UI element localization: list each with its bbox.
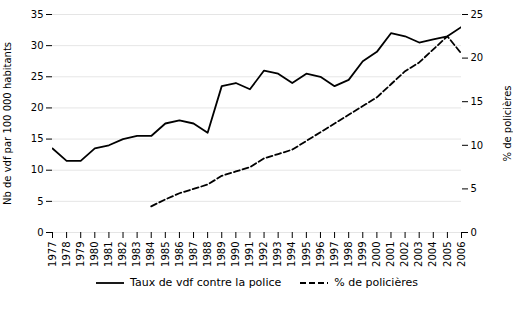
- svg-text:% de policières: % de policières: [502, 85, 513, 161]
- svg-text:1982: 1982: [117, 242, 128, 267]
- svg-text:10: 10: [471, 140, 484, 151]
- svg-text:1981: 1981: [103, 242, 114, 267]
- svg-text:30: 30: [31, 40, 44, 51]
- svg-text:35: 35: [31, 9, 44, 20]
- svg-text:2005: 2005: [442, 242, 453, 267]
- svg-text:1998: 1998: [343, 242, 354, 267]
- svg-text:2000: 2000: [371, 242, 382, 267]
- svg-text:1996: 1996: [315, 242, 326, 267]
- svg-text:1983: 1983: [131, 242, 142, 267]
- svg-text:20: 20: [31, 102, 44, 113]
- svg-text:1989: 1989: [216, 242, 227, 267]
- svg-text:1993: 1993: [272, 242, 283, 267]
- html-text:Taux de vdf contre la police: Taux de vdf contre la police: [130, 276, 282, 289]
- svg-text:0: 0: [471, 227, 477, 238]
- svg-text:25: 25: [471, 9, 484, 20]
- svg-text:1999: 1999: [357, 242, 368, 267]
- svg-text:1986: 1986: [174, 242, 185, 267]
- svg-text:20: 20: [471, 52, 484, 63]
- svg-text:15: 15: [31, 133, 44, 144]
- svg-text:1977: 1977: [47, 242, 58, 267]
- svg-text:1987: 1987: [188, 242, 199, 267]
- svg-text:1984: 1984: [145, 242, 156, 267]
- svg-text:1978: 1978: [61, 242, 72, 267]
- svg-text:1995: 1995: [301, 242, 312, 267]
- svg-text:1990: 1990: [230, 242, 241, 267]
- svg-text:15: 15: [471, 96, 484, 107]
- svg-text:2004: 2004: [427, 242, 438, 267]
- svg-text:1979: 1979: [75, 242, 86, 267]
- svg-text:2001: 2001: [385, 242, 396, 267]
- svg-text:5: 5: [37, 196, 43, 207]
- svg-text:2002: 2002: [399, 242, 410, 267]
- svg-text:1991: 1991: [244, 242, 255, 267]
- svg-text:25: 25: [31, 71, 44, 82]
- html-text:% de policières: % de policières: [334, 276, 418, 289]
- svg-text:Nb de vdf par 100 000 habitant: Nb de vdf par 100 000 habitants: [2, 42, 13, 205]
- svg-text:2006: 2006: [456, 242, 467, 267]
- svg-text:0: 0: [37, 227, 43, 238]
- svg-text:1988: 1988: [202, 242, 213, 267]
- svg-text:2003: 2003: [413, 242, 424, 267]
- svg-text:1997: 1997: [329, 242, 340, 267]
- svg-text:1994: 1994: [286, 242, 297, 267]
- svg-text:1985: 1985: [160, 242, 171, 267]
- svg-text:10: 10: [31, 164, 44, 175]
- svg-text:1980: 1980: [89, 242, 100, 267]
- svg-text:1992: 1992: [258, 242, 269, 267]
- svg-text:5: 5: [471, 183, 477, 194]
